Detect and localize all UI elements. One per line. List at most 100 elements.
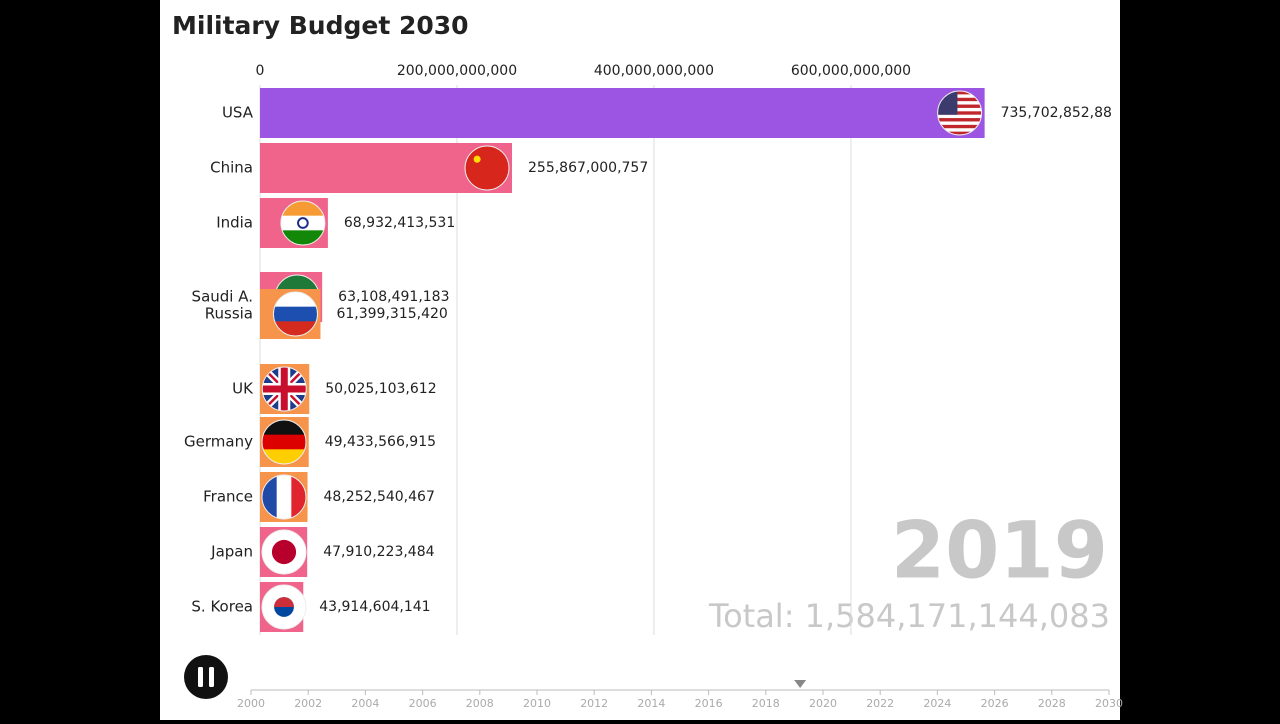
flag-stripe	[937, 111, 982, 116]
chart-title: Military Budget 2030	[172, 11, 469, 40]
timeline-tick-label: 2022	[866, 697, 894, 710]
timeline-pointer	[794, 680, 807, 688]
flag-stripe	[937, 121, 982, 126]
flag-stripe	[937, 91, 982, 95]
timeline-tick-label: 2004	[351, 697, 379, 710]
x-tick-label: 600,000,000,000	[791, 63, 911, 79]
timeline-tick-label: 2002	[294, 697, 322, 710]
y-tick-label: France	[203, 488, 253, 506]
flag	[261, 366, 307, 412]
flag-stripe	[937, 118, 982, 122]
flag	[272, 291, 318, 337]
y-tick-label: India	[216, 214, 253, 232]
value-label: 68,932,413,531	[344, 215, 455, 231]
flag-stripe	[262, 475, 278, 519]
flag-body	[262, 420, 306, 464]
flag	[261, 529, 307, 575]
y-tick-label: China	[210, 159, 253, 177]
y-tick-label: Germany	[184, 433, 253, 451]
flag-stripe	[937, 114, 982, 119]
year-label: 2019	[891, 506, 1108, 596]
flag-stripe	[937, 97, 982, 102]
flag-outline	[261, 419, 307, 465]
flag-stripe	[937, 128, 982, 133]
pause-bar[interactable]	[209, 667, 214, 687]
y-tick-label: USA	[222, 104, 254, 122]
flag-stripe	[280, 230, 325, 245]
flag-outline	[261, 474, 307, 520]
flag	[261, 584, 307, 630]
value-label: 63,108,491,183	[338, 289, 449, 305]
value-label: 255,867,000,757	[528, 160, 648, 176]
flag-stripe	[937, 94, 982, 99]
timeline-tick-label: 2024	[923, 697, 951, 710]
flag-stripe	[262, 420, 306, 436]
flag-outline	[272, 291, 318, 337]
pause-circle[interactable]	[184, 655, 228, 699]
flag-stripe	[280, 201, 325, 217]
flag-stripe	[273, 321, 318, 336]
timeline-tick-label: 2016	[695, 697, 723, 710]
value-label: 49,433,566,915	[325, 434, 436, 450]
flag-star	[473, 155, 481, 163]
flag	[464, 145, 510, 191]
timeline-tick-label: 2030	[1095, 697, 1123, 710]
y-tick-label: S. Korea	[191, 598, 253, 616]
flag-disc-top	[274, 597, 294, 607]
flag-body	[273, 292, 318, 336]
x-tick-label: 400,000,000,000	[594, 63, 714, 79]
timeline-tick-label: 2026	[981, 697, 1009, 710]
flag-body	[262, 530, 306, 574]
timeline-tick-label: 2012	[580, 697, 608, 710]
flag-stripe	[937, 107, 982, 112]
timeline-tick-label: 2020	[809, 697, 837, 710]
value-label: 735,702,852,88	[1001, 105, 1112, 121]
flag	[937, 90, 983, 136]
y-tick-label: Russia	[205, 305, 253, 323]
flag-stripe	[280, 215, 325, 231]
total-label: Total: 1,584,171,144,083	[708, 597, 1110, 635]
flag-body	[280, 201, 325, 245]
timeline-tick-label: 2028	[1038, 697, 1066, 710]
flag-outline	[280, 200, 326, 246]
flag-stripe	[273, 292, 318, 308]
pause-button[interactable]	[184, 655, 228, 699]
flag-stripe	[276, 475, 292, 519]
flag-wheel	[297, 217, 309, 229]
value-label: 47,910,223,484	[323, 544, 434, 560]
x-tick-label: 200,000,000,000	[397, 63, 517, 79]
flag-cross	[262, 385, 307, 393]
flag-body	[262, 585, 306, 629]
flag-outline	[464, 145, 510, 191]
flag-outline	[261, 584, 307, 630]
flag-field	[465, 146, 510, 190]
y-tick-label: Japan	[210, 543, 253, 561]
flag-outline	[261, 529, 307, 575]
timeline-tick-label: 2014	[637, 697, 665, 710]
flag-body	[262, 475, 306, 519]
flag-stripe	[262, 434, 306, 450]
value-label: 61,399,315,420	[336, 306, 447, 322]
flag-stripe	[273, 306, 318, 322]
bar	[260, 88, 985, 138]
timeline-tick-label: 2010	[523, 697, 551, 710]
flag-stripe	[262, 449, 306, 464]
timeline-tick-label: 2006	[409, 697, 437, 710]
flag-stripe	[937, 131, 982, 135]
flag-stripe	[937, 101, 982, 106]
timeline-tick-label: 2008	[466, 697, 494, 710]
flag-outline	[261, 366, 307, 412]
flag-outline	[937, 90, 983, 136]
pause-bar[interactable]	[198, 667, 203, 687]
flag-disc	[271, 539, 297, 565]
value-label: 48,252,540,467	[324, 489, 435, 505]
y-tick-label: UK	[232, 380, 254, 398]
timeline-tick-label: 2000	[237, 697, 265, 710]
flag-stripe	[291, 475, 306, 519]
y-tick-label: Saudi A.	[192, 288, 253, 306]
flag-stripe	[937, 104, 982, 109]
flag-body	[262, 367, 307, 411]
flag-stripe	[937, 124, 982, 129]
value-label: 43,914,604,141	[319, 599, 430, 615]
